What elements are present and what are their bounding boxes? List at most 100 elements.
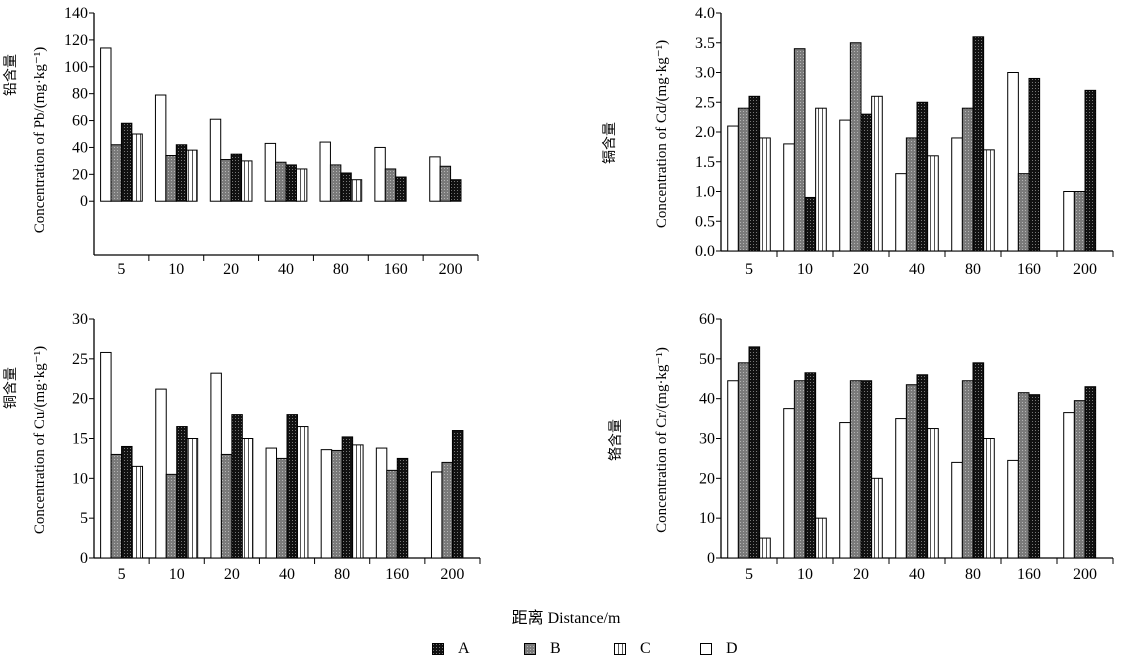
bar-a bbox=[860, 380, 873, 559]
bar-d bbox=[1007, 459, 1019, 559]
legend-swatch-c bbox=[614, 643, 626, 655]
y-tick-label: 60 bbox=[72, 113, 88, 130]
legend-label-c: C bbox=[640, 640, 651, 657]
bar-a bbox=[286, 414, 298, 559]
bar-d bbox=[320, 449, 333, 559]
cu-chart: 0 5 10 15 20 25 30 5 10 20 40 80 160 200 铜含量 Concentrat… bbox=[3, 311, 481, 583]
bar-a bbox=[121, 445, 133, 559]
bar-d bbox=[374, 146, 386, 202]
y-tick-label: 40 bbox=[699, 391, 715, 408]
x-tick-label: 10 bbox=[169, 566, 185, 583]
y-tick-label: 0 bbox=[707, 550, 715, 567]
bar-b bbox=[331, 449, 343, 559]
bar-d bbox=[209, 118, 222, 202]
bar-c bbox=[131, 465, 144, 559]
bar-c bbox=[186, 149, 198, 202]
bar-c bbox=[927, 428, 939, 559]
bar-c bbox=[241, 438, 254, 559]
bar-d bbox=[1063, 191, 1075, 252]
bar-c bbox=[759, 137, 771, 252]
bar-a bbox=[341, 436, 354, 559]
pb-chart: 0 20 40 60 80 100 120 140 5 10 20 40 80 160 200 铅含量 Conc… bbox=[3, 5, 479, 278]
y-tick-label: 0 bbox=[80, 193, 88, 210]
legend-item-c: C bbox=[614, 638, 651, 660]
bar-b bbox=[220, 159, 232, 202]
y-tick-label: 10 bbox=[72, 470, 88, 487]
y-tick-label: 15 bbox=[72, 431, 88, 448]
legend-swatch-d bbox=[700, 643, 712, 655]
bar-a bbox=[804, 196, 817, 252]
bar-a bbox=[231, 414, 243, 559]
legend-item-b: B bbox=[524, 638, 561, 660]
bar-c bbox=[186, 438, 199, 559]
bar-c bbox=[350, 179, 363, 202]
x-tick-label: 160 bbox=[385, 566, 409, 583]
legend-label-b: B bbox=[550, 640, 561, 657]
bar-b bbox=[386, 469, 398, 559]
bar-d bbox=[895, 173, 907, 252]
bar-a bbox=[972, 362, 985, 559]
y-tick-label: 60 bbox=[699, 311, 715, 328]
bar-b bbox=[793, 48, 806, 252]
bar-b bbox=[165, 155, 177, 202]
bar-c bbox=[983, 438, 995, 559]
bar-d bbox=[895, 418, 907, 559]
legend-label-d: D bbox=[726, 640, 738, 657]
bar-b bbox=[1073, 400, 1086, 559]
x-tick-label: 160 bbox=[1017, 261, 1041, 278]
x-tick-label: 200 bbox=[440, 566, 464, 583]
bar-a bbox=[176, 426, 188, 559]
bar-b bbox=[905, 137, 918, 252]
x-tick-label: 160 bbox=[384, 261, 408, 278]
x-tick-label: 80 bbox=[965, 566, 981, 583]
bar-a bbox=[451, 430, 464, 559]
bar-c bbox=[241, 160, 253, 202]
legend: A B C D bbox=[0, 638, 1132, 660]
x-tick-label: 5 bbox=[745, 261, 753, 278]
y-tick-label: 4.0 bbox=[695, 5, 715, 22]
x-axis-title: 距离 Distance/m bbox=[511, 610, 621, 627]
bar-a bbox=[1084, 386, 1097, 559]
bar-c bbox=[295, 168, 308, 202]
bar-a bbox=[230, 153, 243, 202]
bar-b bbox=[961, 107, 974, 252]
bar-b bbox=[961, 380, 974, 559]
bar-a bbox=[972, 36, 985, 252]
bar-a bbox=[395, 176, 407, 202]
y-tick-label: 0.0 bbox=[695, 243, 715, 260]
bar-a bbox=[748, 346, 761, 559]
x-tick-label: 20 bbox=[853, 261, 869, 278]
x-tick-label: 40 bbox=[909, 261, 925, 278]
bar-b bbox=[905, 384, 918, 559]
bar-a bbox=[804, 372, 817, 559]
bar-c bbox=[871, 95, 883, 252]
bar-c bbox=[296, 426, 309, 559]
y-tick-label: 20 bbox=[72, 391, 88, 408]
bar-b bbox=[441, 461, 453, 559]
bar-b bbox=[220, 453, 233, 559]
x-tick-label: 200 bbox=[439, 261, 463, 278]
bar-b bbox=[110, 453, 123, 559]
bar-b bbox=[439, 165, 452, 202]
x-tick-label: 5 bbox=[118, 566, 126, 583]
y-axis-title: Concentration of Cd/(mg·kg⁻¹) bbox=[654, 40, 670, 228]
bar-b bbox=[275, 161, 287, 202]
x-tick-label: 80 bbox=[334, 566, 350, 583]
bar-c bbox=[759, 537, 771, 559]
bar-d bbox=[783, 143, 795, 252]
x-tick-label: 160 bbox=[1017, 566, 1041, 583]
y-tick-label: 2.0 bbox=[695, 124, 715, 141]
y-axis-title-zh: 铅含量 bbox=[3, 54, 19, 96]
bar-a bbox=[916, 374, 929, 559]
y-tick-label: 50 bbox=[699, 351, 715, 368]
bar-a bbox=[860, 113, 873, 252]
bar-d bbox=[951, 137, 963, 252]
bar-b bbox=[1017, 392, 1030, 559]
y-tick-label: 0 bbox=[80, 550, 88, 567]
bar-b bbox=[849, 42, 862, 252]
cd-chart: 0.0 0.5 1.0 1.5 2.0 2.5 3.0 3.5 4.0 5 10 20 40 80 160 2… bbox=[602, 5, 1114, 278]
y-tick-label: 120 bbox=[64, 32, 88, 49]
legend-swatch-b bbox=[524, 643, 536, 655]
bar-c bbox=[927, 155, 939, 252]
